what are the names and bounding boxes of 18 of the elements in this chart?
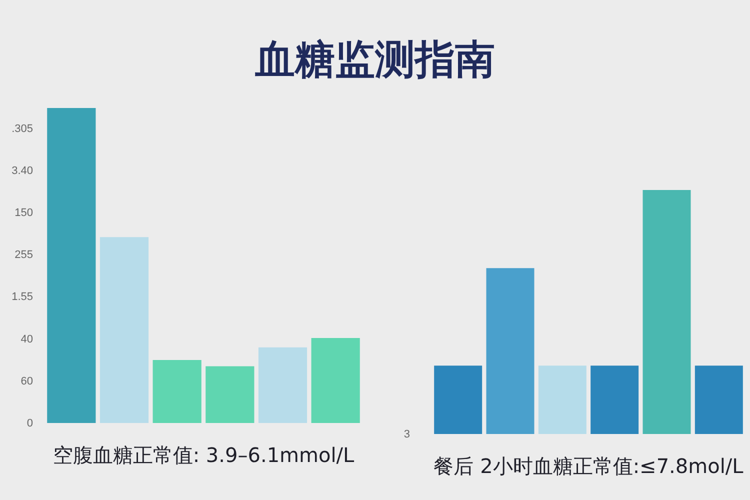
- bar: [206, 366, 254, 423]
- bar: [100, 237, 149, 423]
- text: 40: [20, 333, 34, 346]
- bar: [258, 347, 308, 423]
- text: 3.40: [12, 164, 34, 177]
- chart-title: 血糖监测指南: [254, 36, 496, 85]
- text: 60: [20, 375, 34, 388]
- bar: [152, 360, 202, 423]
- bar: [47, 108, 96, 423]
- text: 0: [26, 418, 34, 430]
- text: 1.55: [12, 291, 34, 304]
- bar: [311, 338, 360, 423]
- text: 150: [14, 207, 34, 219]
- x-axis-title: 空腹血糖正常值: 3.9–6.1mmol/L: [52, 443, 356, 467]
- x-axis-title: 餐后 2小时血糖正常值:≤7.8mol/L: [434, 454, 744, 478]
- text: 3: [404, 428, 410, 440]
- text: .305: [12, 122, 34, 135]
- text: 255: [14, 249, 34, 262]
